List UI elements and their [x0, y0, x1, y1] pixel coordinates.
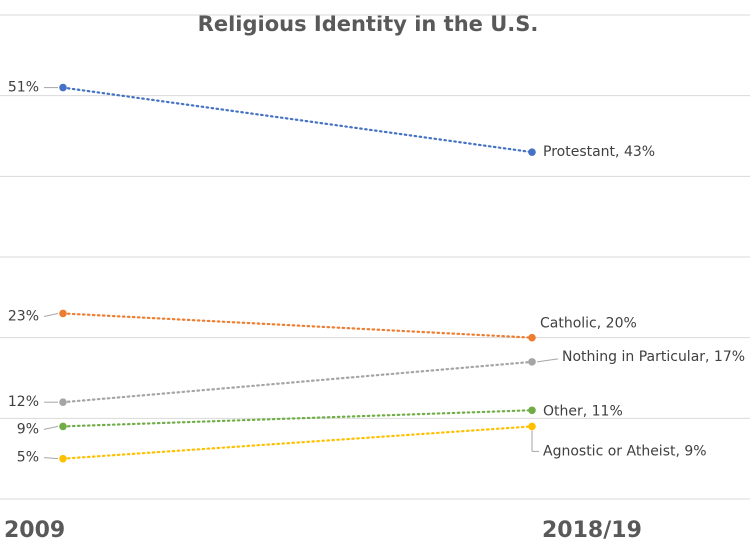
category-label-end: 2018/19 — [542, 518, 642, 543]
data-labels: 51% Protestant, 43% 23% Catholic, 20% 12% Not… — [8, 80, 745, 466]
leader-end-2 — [536, 358, 559, 363]
series-line-2 — [61, 360, 534, 404]
label-end-1: Catholic, 20% — [540, 316, 637, 332]
label-start-3: 9% — [17, 421, 39, 437]
point-end-2 — [528, 358, 536, 366]
point-start-2 — [59, 398, 67, 407]
series-line-1 — [61, 312, 534, 339]
series-points — [59, 83, 536, 463]
leader-start-3 — [43, 425, 59, 430]
point-end-1 — [528, 333, 536, 342]
label-start-1: 23% — [8, 308, 39, 324]
label-end-0: Protestant, 43% — [543, 144, 655, 160]
series-line-3 — [61, 409, 534, 428]
series-line-4 — [61, 425, 534, 460]
point-end-0 — [528, 148, 536, 156]
label-start-4: 5% — [17, 450, 39, 466]
point-start-1 — [59, 309, 67, 318]
label-end-4: Agnostic or Atheist, 9% — [543, 443, 707, 459]
label-start-2: 12% — [8, 394, 39, 410]
point-end-3 — [528, 406, 536, 415]
series-lines — [61, 86, 534, 460]
chart-title: Religious Identity in the U.S. — [198, 12, 539, 36]
point-start-0 — [59, 83, 67, 92]
leader-start-4 — [43, 457, 59, 460]
label-end-3: Other, 11% — [543, 403, 623, 419]
series-line-0 — [61, 86, 534, 154]
label-end-2: Nothing in Particular, 17% — [562, 349, 745, 365]
point-start-4 — [59, 454, 67, 463]
point-start-3 — [59, 422, 67, 431]
label-start-0: 51% — [8, 80, 39, 96]
gridlines — [0, 14, 750, 500]
point-end-4 — [528, 422, 536, 431]
category-label-start: 2009 — [4, 518, 65, 543]
leader-start-1 — [43, 312, 59, 317]
